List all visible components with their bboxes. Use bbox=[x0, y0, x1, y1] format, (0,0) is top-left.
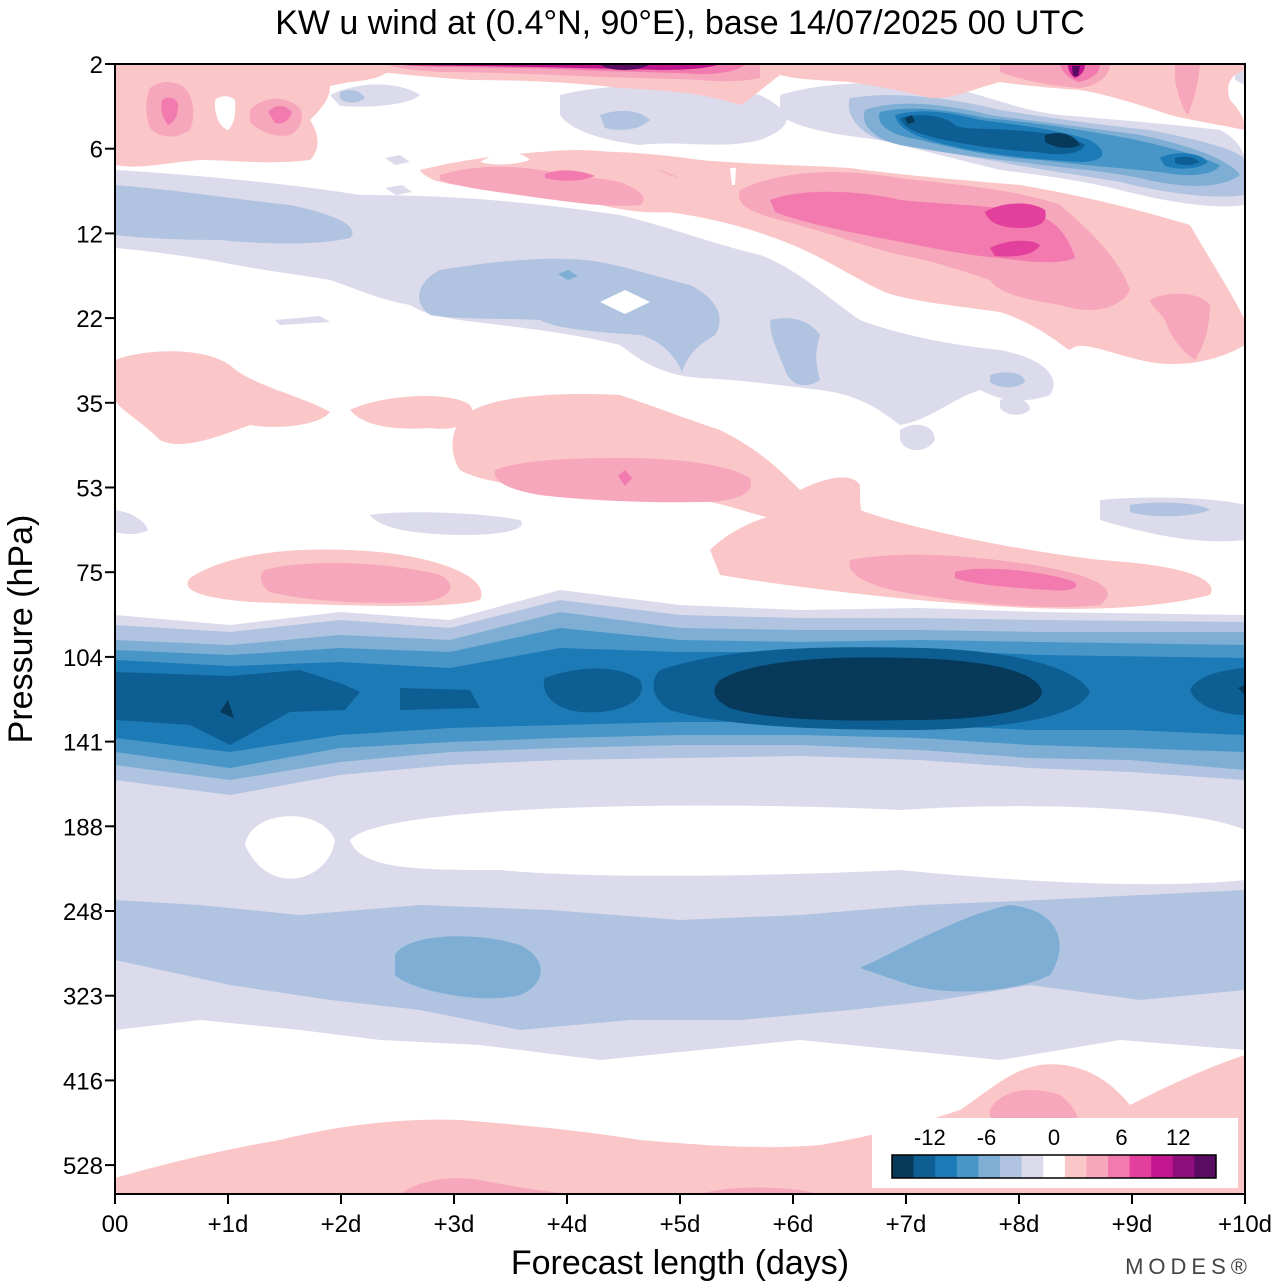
colorbar: -12 -6 0 6 12 bbox=[872, 1118, 1238, 1188]
y-axis: 2 6 12 22 35 53 75 104 141 188 248 323 416 528 bbox=[63, 52, 115, 1180]
contour-upper-westerly-mid bbox=[146, 64, 1200, 206]
colorbar-tick-label: -12 bbox=[914, 1125, 946, 1150]
colorbar-swatch bbox=[1021, 1155, 1044, 1178]
colorbar-swatch bbox=[956, 1155, 979, 1178]
x-tick-label: +4d bbox=[547, 1211, 588, 1238]
contour-jet-core bbox=[220, 657, 1245, 721]
y-tick-label: 528 bbox=[63, 1153, 103, 1180]
colorbar-swatch bbox=[935, 1155, 958, 1178]
x-tick-label: +9d bbox=[1112, 1211, 1153, 1238]
colorbar-tick-label: 12 bbox=[1166, 1125, 1190, 1150]
contour-westerly-band-core bbox=[985, 203, 1046, 257]
colorbar-swatch bbox=[978, 1155, 1001, 1178]
y-tick-label: 141 bbox=[63, 730, 103, 757]
x-axis-label: Forecast length (days) bbox=[511, 1244, 849, 1282]
y-tick-label: 6 bbox=[90, 137, 103, 164]
contour-strat-westerly-middle-peak bbox=[618, 470, 632, 486]
y-tick-label: 104 bbox=[63, 645, 103, 672]
colorbar-swatch bbox=[1129, 1155, 1152, 1178]
plot-area: 2 6 12 22 35 53 75 104 141 188 248 323 416 528 00 +1d +… bbox=[63, 52, 1272, 1238]
contour-strat-westerly-lower-core bbox=[955, 568, 1077, 591]
contour-upper-westerly-core bbox=[600, 64, 1080, 76]
contour-upper-easterly-light bbox=[330, 65, 1245, 207]
contour-upper-westerly-strong bbox=[400, 64, 1085, 78]
modes-logo: MODES® bbox=[1125, 1254, 1252, 1279]
contour-lower-easterly-core-left bbox=[395, 936, 541, 999]
y-tick-label: 416 bbox=[63, 1068, 103, 1095]
colorbar-swatch bbox=[913, 1155, 936, 1178]
contour-strat-easterly-pocket-clear bbox=[600, 290, 650, 314]
y-tick-label: 188 bbox=[63, 814, 103, 841]
x-tick-label: +1d bbox=[208, 1211, 249, 1238]
colorbar-swatch bbox=[1194, 1155, 1217, 1178]
colorbar-tick-label: 6 bbox=[1115, 1125, 1127, 1150]
x-tick-label: +3d bbox=[434, 1211, 475, 1238]
y-tick-label: 2 bbox=[90, 52, 103, 79]
y-tick-label: 12 bbox=[76, 221, 103, 248]
contour-strat-easterly-peak bbox=[558, 270, 578, 280]
x-tick-label: 00 bbox=[102, 1211, 129, 1238]
colorbar-swatch bbox=[1064, 1155, 1087, 1178]
colorbar-tick-label: -6 bbox=[977, 1125, 997, 1150]
x-axis: 00 +1d +2d +3d +4d +5d +6d +7d +8d +9d +10d bbox=[102, 1194, 1272, 1238]
y-tick-label: 248 bbox=[63, 899, 103, 926]
y-tick-label: 75 bbox=[76, 560, 103, 587]
contour-strat-easterly-mid bbox=[115, 185, 1210, 517]
x-tick-label: +2d bbox=[321, 1211, 362, 1238]
colorbar-swatch bbox=[1151, 1155, 1174, 1178]
x-tick-label: +5d bbox=[660, 1211, 701, 1238]
colorbar-swatch bbox=[892, 1155, 915, 1178]
colorbar-swatch bbox=[1172, 1155, 1195, 1178]
contour-upper-westerly-light bbox=[115, 64, 1245, 213]
contour-upper-easterly-mid bbox=[340, 90, 1245, 197]
chart-title: KW u wind at (0.4°N, 90°E), base 14/07/2… bbox=[275, 4, 1085, 42]
colorbar-frame bbox=[891, 1154, 1217, 1179]
colorbar-swatch bbox=[1086, 1155, 1109, 1178]
colorbar-swatch bbox=[1043, 1155, 1066, 1178]
y-axis-label: Pressure (hPa) bbox=[2, 515, 40, 744]
contour-fields bbox=[115, 64, 1245, 1194]
y-tick-label: 22 bbox=[76, 306, 103, 333]
contour-strat-westerly-lower-mid bbox=[260, 554, 1108, 607]
colorbar-tick-label: 0 bbox=[1048, 1125, 1060, 1150]
y-tick-label: 323 bbox=[63, 984, 103, 1011]
x-tick-label: +6d bbox=[773, 1211, 814, 1238]
y-tick-label: 35 bbox=[76, 391, 103, 418]
contour-upper-easterly-core bbox=[905, 115, 1080, 148]
x-tick-label: +8d bbox=[999, 1211, 1040, 1238]
contour-bottom-westerly-mid bbox=[400, 1090, 1080, 1194]
contour-lower-easterly-core-right bbox=[860, 905, 1060, 992]
colorbar-swatch bbox=[1000, 1155, 1023, 1178]
y-tick-label: 53 bbox=[76, 476, 103, 503]
x-tick-label: +7d bbox=[886, 1211, 927, 1238]
contour-westerly-band-inner bbox=[540, 170, 1075, 263]
x-tick-label: +10d bbox=[1218, 1211, 1272, 1238]
colorbar-swatch bbox=[1108, 1155, 1131, 1178]
contour-lower-clear-pocket bbox=[245, 805, 1245, 885]
